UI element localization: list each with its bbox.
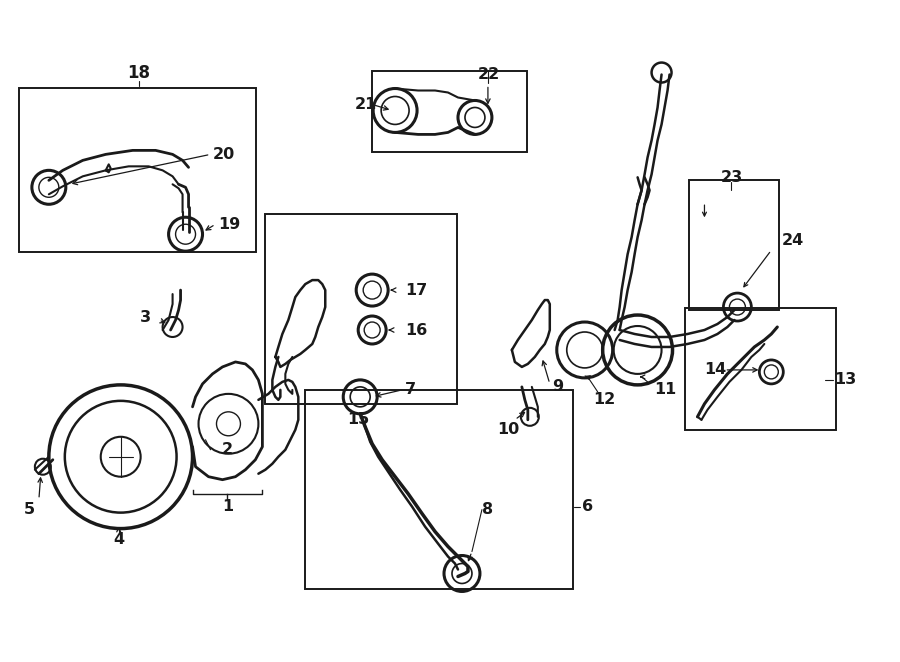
Bar [373,71,526,152]
Bar [266,214,457,404]
Text: 19: 19 [219,216,240,232]
Text: 1: 1 [222,499,233,514]
Text: 4: 4 [113,532,124,547]
Text: 16: 16 [405,322,428,338]
Bar [19,87,256,252]
Text: 9: 9 [552,379,562,395]
Text: 13: 13 [834,373,857,387]
Text: 18: 18 [127,64,150,81]
Bar [305,390,572,589]
Text: 12: 12 [593,393,616,407]
Text: 3: 3 [140,310,151,324]
Text: 8: 8 [482,502,493,517]
Text: 15: 15 [347,412,369,427]
Text: 17: 17 [405,283,428,298]
Text: 5: 5 [23,502,34,517]
Text: 6: 6 [581,499,593,514]
Text: 23: 23 [720,170,742,185]
Text: 10: 10 [497,422,519,438]
Text: 24: 24 [781,232,804,248]
Text: 11: 11 [654,383,677,397]
Text: 7: 7 [405,383,416,397]
Text: 22: 22 [478,67,500,82]
Text: 2: 2 [222,442,233,457]
Bar [685,308,836,430]
Text: 21: 21 [356,97,377,112]
Bar [689,180,779,310]
Text: 14: 14 [705,362,726,377]
Text: 20: 20 [212,147,235,162]
